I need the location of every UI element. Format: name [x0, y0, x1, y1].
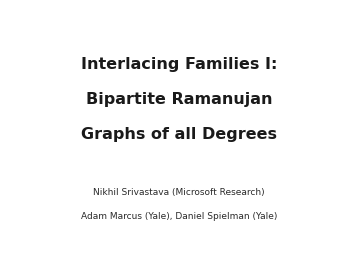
Text: Nikhil Srivastava (Microsoft Research): Nikhil Srivastava (Microsoft Research) [93, 188, 265, 197]
Text: Graphs of all Degrees: Graphs of all Degrees [81, 127, 277, 142]
Text: Interlacing Families I:: Interlacing Families I: [81, 57, 277, 72]
Text: Bipartite Ramanujan: Bipartite Ramanujan [86, 92, 272, 107]
Text: Adam Marcus (Yale), Daniel Spielman (Yale): Adam Marcus (Yale), Daniel Spielman (Yal… [81, 212, 277, 221]
